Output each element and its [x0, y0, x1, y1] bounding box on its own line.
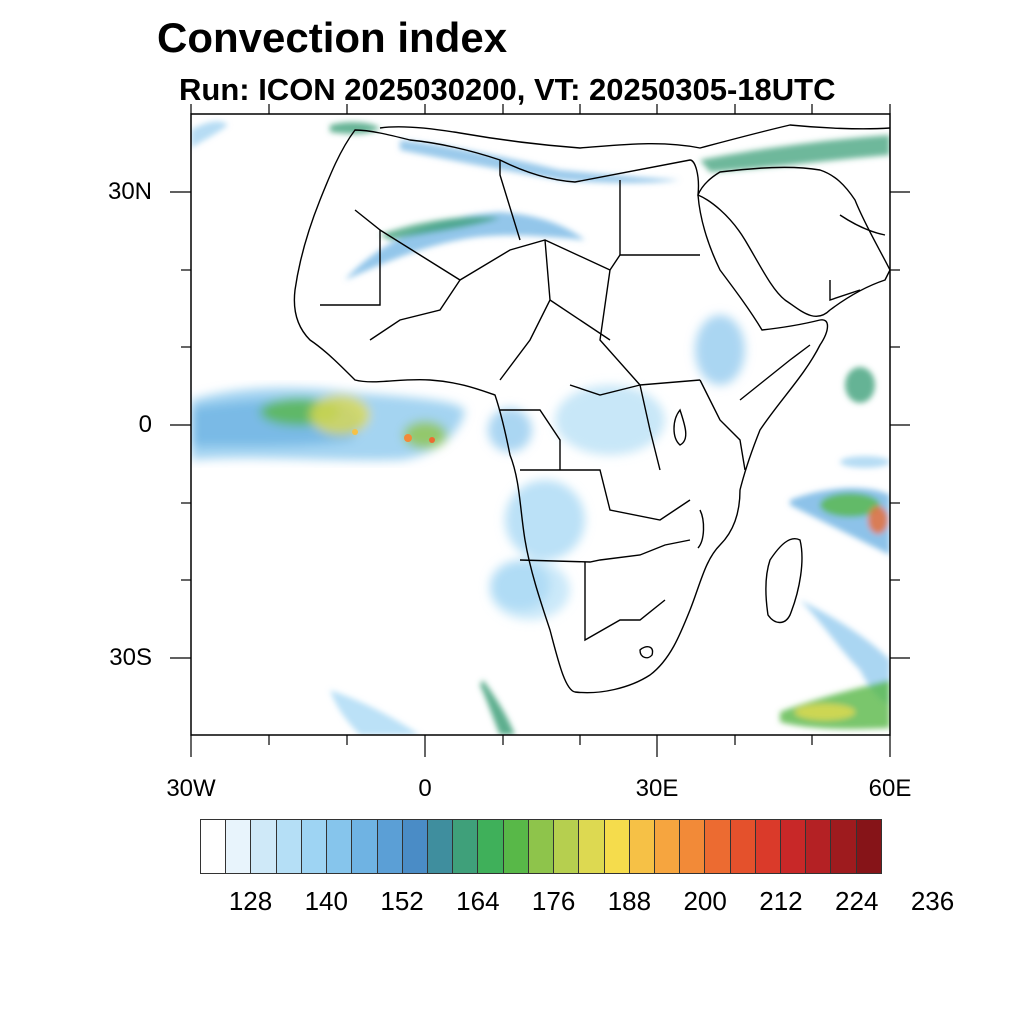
colorbar-swatch — [755, 819, 782, 874]
colorbar-swatch — [251, 819, 277, 874]
central-africa-convection — [488, 315, 745, 620]
colorbar-swatch — [503, 819, 529, 874]
lon-label-0: 0 — [418, 775, 432, 802]
indian-ocean-convection — [191, 121, 890, 735]
colorbar-label: 200 — [683, 886, 727, 916]
colorbar-swatch — [402, 819, 428, 874]
colorbar-label: 224 — [835, 886, 879, 916]
colorbar-label: 236 — [910, 886, 955, 916]
map-title: Convection index — [157, 14, 508, 61]
colorbar-label: 140 — [304, 886, 348, 916]
colorbar-label: 212 — [759, 886, 803, 916]
colorbar-swatch — [327, 819, 353, 874]
map-subtitle: Run: ICON 2025030200, VT: 20250305-18UTC — [179, 72, 836, 107]
colorbar-swatch — [528, 819, 555, 874]
colorbar-label: 164 — [456, 886, 500, 916]
lat-label-30s: 30S — [109, 644, 152, 671]
africa-outline — [293, 124, 890, 694]
mediterranean-band — [330, 122, 890, 184]
colorbar-swatch — [377, 819, 403, 874]
colorbar-swatch — [200, 819, 227, 874]
lon-label-30w: 30W — [166, 775, 216, 802]
colorbar-label: 176 — [531, 886, 576, 916]
colorbar-swatch — [629, 819, 655, 874]
colorbar — [200, 819, 882, 876]
lon-label-30e: 30E — [635, 775, 679, 802]
colorbar-label: 128 — [228, 886, 273, 916]
convection-hotspot — [404, 434, 412, 442]
convection-hotspot — [429, 437, 435, 443]
lat-label-0: 0 — [138, 411, 152, 438]
colorbar-swatch — [781, 819, 807, 874]
colorbar-swatch — [604, 819, 630, 874]
colorbar-label: 188 — [607, 886, 652, 916]
colorbar-swatch — [831, 819, 857, 874]
colorbar-swatch — [856, 819, 882, 874]
colorbar-swatch — [579, 819, 605, 874]
colorbar-swatch — [680, 819, 706, 874]
colorbar-swatch — [453, 819, 479, 874]
colorbar-swatch — [301, 819, 328, 874]
colorbar-swatch — [478, 819, 504, 874]
itcz-atlantic-band — [191, 387, 465, 461]
convection-hotspot — [352, 429, 358, 435]
colorbar-swatch — [705, 819, 731, 874]
colorbar-swatch — [276, 819, 302, 874]
colorbar-swatch — [226, 819, 252, 874]
convection-field — [191, 121, 890, 735]
colorbar-swatch — [806, 819, 832, 874]
axis-ticks — [170, 104, 910, 757]
colorbar-label: 152 — [380, 886, 424, 916]
lat-label-30n: 30N — [107, 178, 152, 205]
colorbar-labels: 128 140 152 164 176 188 200 212 224 236 — [200, 886, 954, 916]
colorbar-swatch — [654, 819, 681, 874]
colorbar-swatch — [352, 819, 378, 874]
lon-label-60e: 60E — [868, 775, 912, 802]
colorbar-swatch — [554, 819, 580, 874]
sahara-band — [345, 212, 585, 280]
colorbar-swatch — [427, 819, 454, 874]
colorbar-swatch — [730, 819, 756, 874]
